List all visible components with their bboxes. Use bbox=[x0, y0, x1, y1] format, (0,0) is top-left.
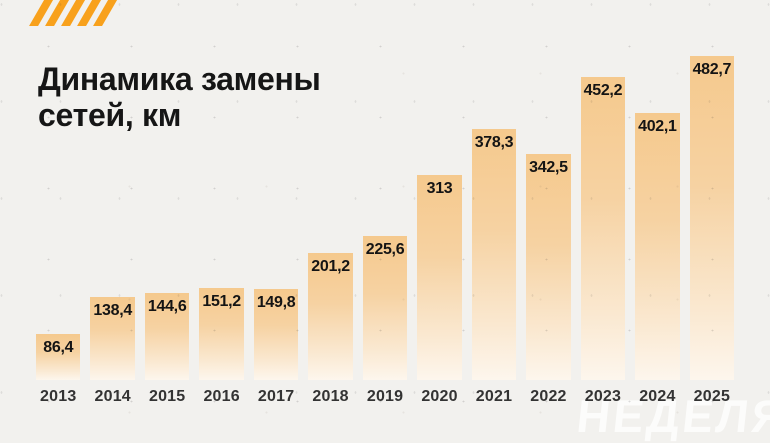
bar-value-label: 149,8 bbox=[256, 294, 296, 311]
bar-value-label: 378,3 bbox=[474, 134, 514, 151]
bar-value-label: 201,2 bbox=[311, 258, 350, 275]
bar-2014: 138,4 bbox=[90, 297, 135, 380]
brand-slashes-icon bbox=[29, 0, 120, 26]
bar-value-label: 225,6 bbox=[365, 241, 405, 258]
bar-2023: 452,2 bbox=[580, 77, 626, 380]
bar-value-label: 482,7 bbox=[692, 61, 732, 78]
year-label-2019: 2019 bbox=[366, 388, 404, 405]
bar-2024: 402,1 bbox=[635, 113, 680, 380]
bar-value-label: 402,1 bbox=[638, 118, 677, 135]
bar-value-label: 138,4 bbox=[93, 302, 132, 319]
bar-2015: 144,6 bbox=[144, 293, 190, 380]
bar-2018: 201,2 bbox=[308, 253, 353, 380]
page-title-line2: сетей, км bbox=[38, 97, 182, 134]
year-label-2025: 2025 bbox=[693, 388, 731, 405]
bar-2013: 86,4 bbox=[36, 334, 81, 380]
bar-2017: 149,8 bbox=[253, 289, 299, 380]
bars-area: 86,4 138,4 144,6 151,2 149,8 201,2 225,6 313 378… bbox=[36, 50, 735, 380]
year-label-2020: 2020 bbox=[421, 388, 458, 405]
bar-2022: 342,5 bbox=[526, 154, 571, 380]
bar-value-label: 452,2 bbox=[583, 82, 623, 99]
year-label-2022: 2022 bbox=[530, 388, 567, 405]
bar-value-label: 342,5 bbox=[529, 159, 568, 176]
year-label-2021: 2021 bbox=[475, 388, 513, 405]
bar-2021: 378,3 bbox=[471, 129, 517, 380]
year-label-2024: 2024 bbox=[639, 388, 676, 405]
year-label-2023: 2023 bbox=[584, 388, 622, 405]
year-label-2018: 2018 bbox=[312, 388, 349, 405]
x-axis-labels: 2013 2014 2015 2016 2017 2018 2019 2020 2021 2022… bbox=[36, 388, 734, 406]
bar-2025: 482,7 bbox=[689, 56, 735, 380]
bar-2020: 313 bbox=[417, 175, 462, 380]
bar-chart: 86,4 138,4 144,6 151,2 149,8 201,2 225,6 313 378… bbox=[36, 50, 735, 406]
bar-value-label: 313 bbox=[426, 180, 453, 197]
page-title: Динамика замены сетей, км bbox=[38, 61, 321, 133]
bar-2019: 225,6 bbox=[362, 236, 408, 380]
year-label-2017: 2017 bbox=[257, 388, 295, 405]
year-label-2014: 2014 bbox=[94, 388, 131, 405]
year-label-2015: 2015 bbox=[148, 388, 186, 405]
year-label-2013: 2013 bbox=[40, 388, 77, 405]
page-title-line1: Динамика замены bbox=[38, 61, 321, 98]
bar-2016: 151,2 bbox=[199, 288, 244, 380]
bar-value-label: 144,6 bbox=[147, 298, 187, 315]
year-label-2016: 2016 bbox=[203, 388, 240, 405]
bar-value-label: 86,4 bbox=[43, 339, 74, 356]
bar-value-label: 151,2 bbox=[202, 293, 241, 310]
